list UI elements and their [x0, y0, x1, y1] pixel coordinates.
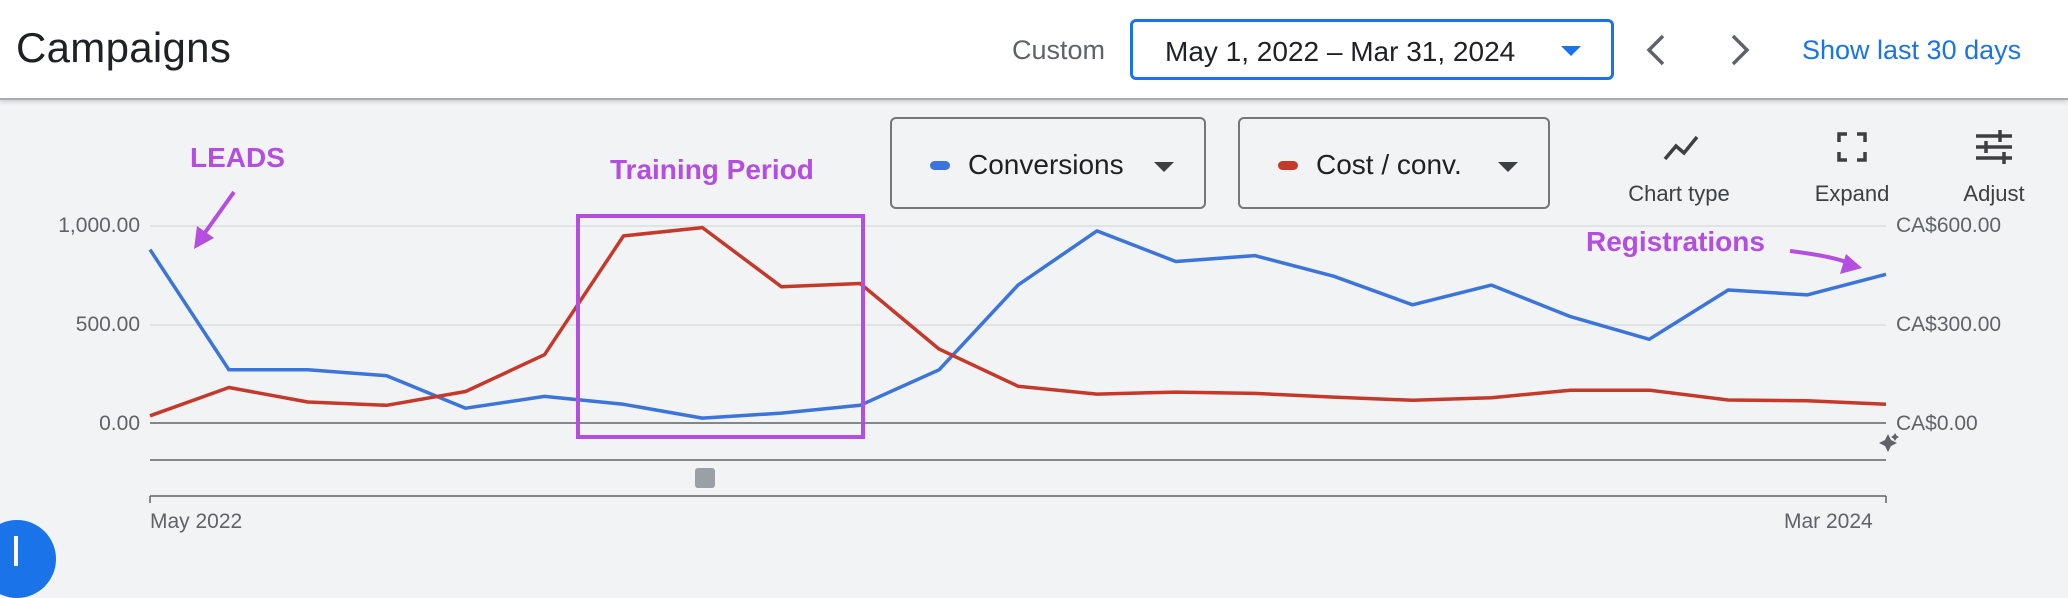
adjust-label: Adjust	[1963, 181, 2025, 206]
leads-arrow	[194, 190, 236, 249]
metric-label: Conversions	[968, 149, 1124, 180]
dropdown-arrow-icon	[1154, 162, 1174, 172]
leads-annotation: LEADS	[190, 142, 285, 173]
dropdown-arrow-icon	[1561, 46, 1581, 56]
adjust-button[interactable]: Adjust	[1944, 125, 2044, 215]
registrations-annotation: Registrations	[1586, 226, 1765, 257]
expand-label: Expand	[1814, 181, 1890, 206]
chevron-left-icon	[1646, 34, 1665, 66]
fullscreen-icon	[1837, 132, 1867, 162]
metric-select-conversions[interactable]: Conversions	[890, 117, 1206, 209]
y-tick-left-top: 1,000.00	[58, 214, 140, 237]
dropdown-arrow-icon	[1498, 162, 1518, 172]
y-tick-left-bottom: 0.00	[99, 412, 140, 435]
chart-type-label: Chart type	[1628, 181, 1730, 206]
sparkle-icon[interactable]	[1879, 433, 1899, 452]
date-range-value: May 1, 2022 – Mar 31, 2024	[1165, 36, 1516, 67]
header-bar: Campaigns Custom May 1, 2022 – Mar 31, 2…	[0, 0, 2068, 100]
expand-button[interactable]: Expand	[1800, 125, 1904, 215]
next-period-button[interactable]	[1713, 22, 1763, 78]
series-color-dot	[930, 161, 950, 170]
plus-icon	[14, 536, 18, 566]
line-chart	[148, 190, 1899, 503]
chevron-right-icon	[1731, 34, 1750, 66]
x-axis-start-label: May 2022	[150, 510, 243, 533]
metric-label: Cost / conv.	[1316, 149, 1462, 180]
show-last-30-days-link[interactable]: Show last 30 days	[1802, 35, 2022, 65]
chart-type-button[interactable]: Chart type	[1614, 125, 1744, 215]
training-period-annotation: Training Period	[610, 154, 814, 185]
training-period-box	[576, 214, 865, 439]
y-tick-right-bottom: CA$0.00	[1896, 412, 1978, 435]
tune-icon	[1976, 130, 2012, 164]
date-range-type-label: Custom	[1012, 35, 1106, 65]
series-color-dot	[1278, 161, 1298, 170]
x-axis-end-label: Mar 2024	[1784, 510, 1873, 533]
line-chart-icon	[1663, 135, 1699, 161]
y-tick-left-mid: 500.00	[75, 313, 140, 336]
registrations-arrow	[1789, 249, 1862, 274]
y-tick-right-mid: CA$300.00	[1896, 313, 2002, 336]
range-scroll-handle[interactable]	[695, 468, 715, 488]
previous-period-button[interactable]	[1633, 22, 1683, 78]
y-tick-right-top: CA$600.00	[1896, 214, 2002, 237]
series-line-cost-per-conv	[149, 225, 1887, 418]
page-title: Campaigns	[16, 24, 232, 71]
date-range-picker[interactable]: May 1, 2022 – Mar 31, 2024	[1130, 19, 1614, 80]
metric-select-cost-per-conv[interactable]: Cost / conv.	[1238, 117, 1550, 209]
